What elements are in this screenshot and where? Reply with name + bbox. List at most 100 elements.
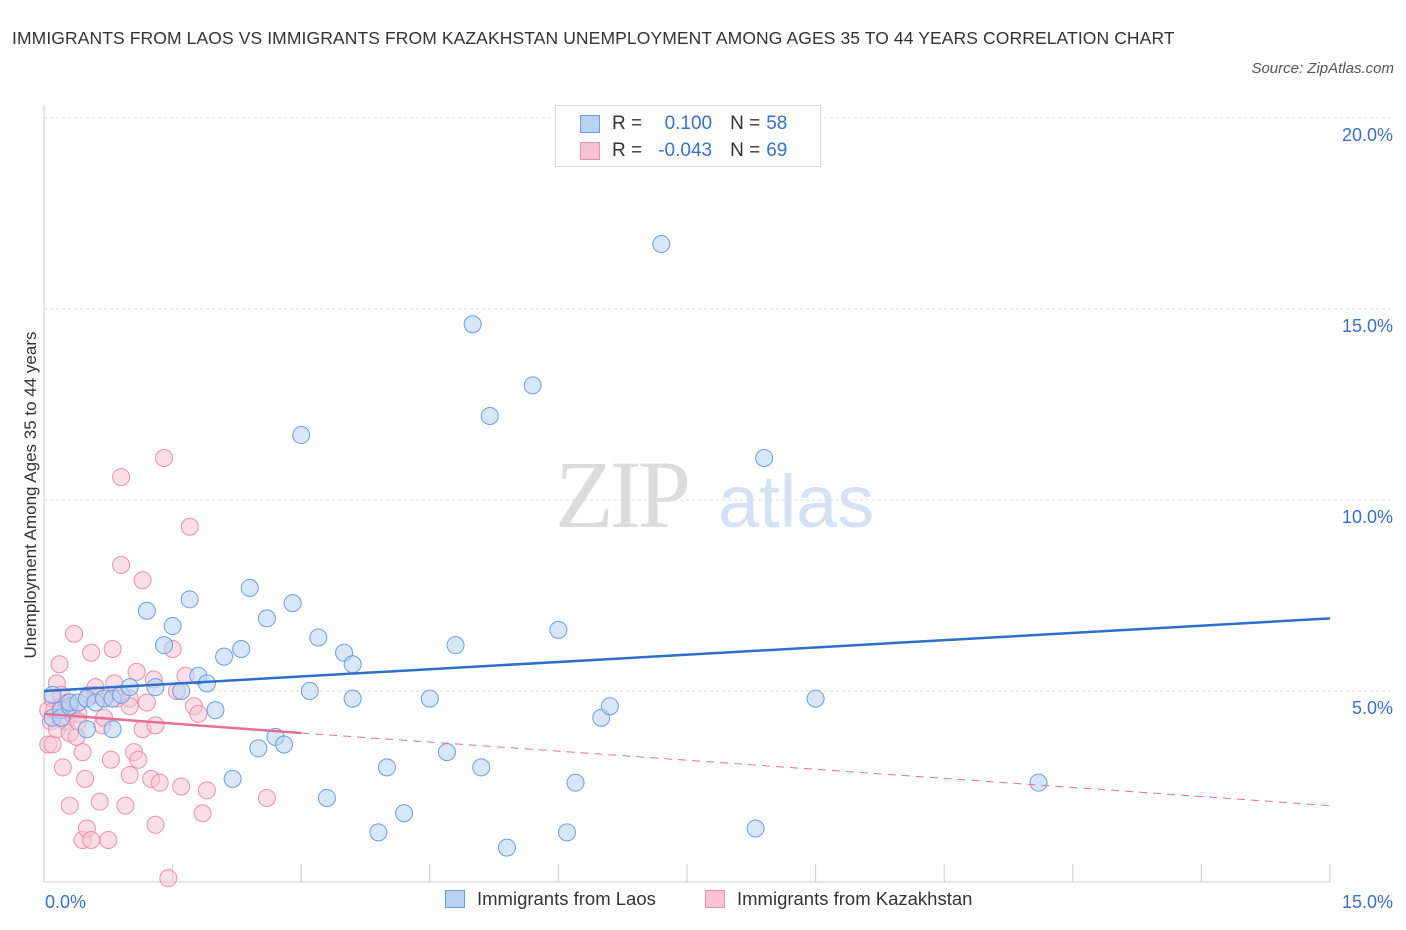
kazakhstan-point [116,796,135,815]
laos-point [155,636,174,655]
laos-point [257,609,276,628]
legend-r-value-kazakhstan: -0.043 [658,140,713,161]
kazakhstan-point [82,643,101,662]
series-legend-laos[interactable]: Immigrants from Laos [445,888,656,910]
kazakhstan-point [73,743,92,762]
laos-point [103,720,122,739]
laos-point [497,838,516,857]
laos-point [420,689,439,708]
y-tick-label: 10.0% [1342,507,1393,527]
laos-point [309,628,328,647]
legend-r-value-laos: 0.100 [664,113,713,134]
laos-point [77,720,96,739]
laos-point [755,448,774,467]
chart-title: IMMIGRANTS FROM LAOS VS IMMIGRANTS FROM … [12,28,1175,48]
laos-point [480,406,499,425]
watermark-atlas: atlas [718,460,874,543]
series-legend: Immigrants from Laos Immigrants from Kaz… [0,888,1406,916]
kazakhstan-point [90,792,109,811]
kazakhstan-point [137,693,156,712]
kazakhstan-points [39,448,276,888]
laos-point [163,617,182,636]
legend-row-kazakhstan: R = -0.043 N = 69 [580,138,787,164]
grid-lines [44,117,1390,692]
y-tick-label: 15.0% [1342,316,1393,336]
laos-point [746,819,765,838]
laos-point [137,601,156,620]
kazakhstan-point [180,517,199,536]
kazakhstan-point [127,662,146,681]
laos-point [206,701,225,720]
legend-n-value-laos: 58 [766,113,788,134]
kazakhstan-trend-line [43,712,302,735]
laos-point [343,689,362,708]
legend-n-label-laos: N = [730,113,761,134]
kazakhstan-point [150,773,169,792]
laos-point [215,647,234,666]
series-legend-kazakhstan[interactable]: Immigrants from Kazakhstan [705,888,972,910]
kazakhstan-point [257,788,276,807]
laos-point [446,636,465,655]
kazakhstan-point [120,766,139,785]
kazakhstan-trend-extension [301,732,1331,807]
laos-point [283,594,302,613]
legend-swatch-laos [580,115,600,133]
kazakhstan-point [112,468,131,487]
laos-point [292,426,311,445]
stats-legend: R = 0.100 N = 58 R = -0.043 N = 69 [555,105,821,167]
x-tick-label: 15.0% [1342,892,1393,912]
legend-n-label-kazakhstan: N = [730,140,761,161]
laos-point [317,788,336,807]
series-swatch-kazakhstan [705,890,725,908]
kazakhstan-point [133,571,152,590]
laos-point [600,697,619,716]
kazakhstan-point [53,758,72,777]
kazakhstan-point [76,769,95,788]
laos-point [249,739,268,758]
kazakhstan-point [197,781,216,800]
laos-point [275,735,294,754]
laos-point [549,620,568,639]
source-label: Source: ZipAtlas.com [1251,60,1394,77]
kazakhstan-point [159,869,178,888]
laos-point [523,376,542,395]
laos-trend-line [43,617,1331,693]
series-swatch-laos [445,890,465,908]
kazakhstan-point [146,716,165,735]
kazakhstan-point [155,448,174,467]
watermark-zip: ZIP [555,441,688,548]
kazakhstan-point [82,830,101,849]
kazakhstan-point [50,655,69,674]
axis-ticks: 5.0% 10.0% 15.0% 20.0% 0.0% 15.0% [43,125,1393,912]
legend-r-label-laos: R = [612,113,643,134]
laos-point [232,639,251,658]
laos-point [437,743,456,762]
laos-point [180,590,199,609]
laos-point [377,758,396,777]
kazakhstan-point [101,750,120,769]
laos-point [146,678,165,697]
y-tick-label: 20.0% [1342,125,1393,145]
axes [43,105,1330,883]
kazakhstan-point [146,815,165,834]
laos-point [1029,773,1048,792]
laos-point [369,823,388,842]
watermark: ZIP atlas [555,441,874,548]
kazakhstan-point [60,796,79,815]
laos-point [223,769,242,788]
legend-row-laos: R = 0.100 N = 58 [580,111,787,137]
kazakhstan-point [172,777,191,796]
legend-r-label-kazakhstan: R = [612,140,643,161]
kazakhstan-point [65,624,84,643]
kazakhstan-point [112,555,131,574]
laos-point [343,655,362,674]
laos-point [652,235,671,254]
laos-point [240,578,259,597]
series-label-laos: Immigrants from Laos [477,888,656,909]
series-label-kazakhstan: Immigrants from Kazakhstan [737,888,973,909]
kazakhstan-point [129,750,148,769]
laos-point [557,823,576,842]
laos-point [566,773,585,792]
laos-point [395,804,414,823]
